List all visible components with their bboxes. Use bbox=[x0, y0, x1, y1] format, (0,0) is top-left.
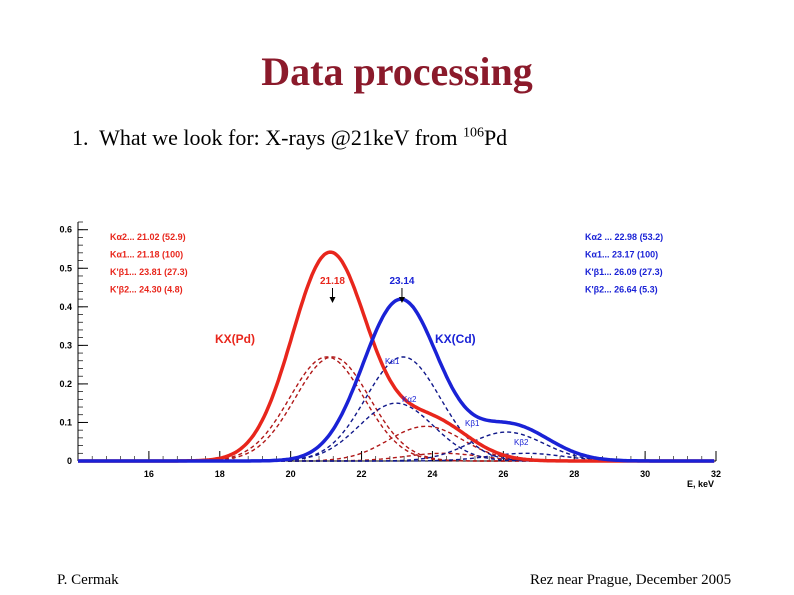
bullet-element: Pd bbox=[483, 125, 508, 150]
legend-right-entry: Kα2 ... 22.98 (53.2) bbox=[585, 232, 663, 242]
legend-right-entry: Kα1... 23.17 (100) bbox=[585, 250, 658, 260]
x-tick-label: 16 bbox=[144, 469, 154, 479]
sum-curves bbox=[78, 250, 715, 463]
legend-left-entry: K'β1... 23.81 (27.3) bbox=[110, 267, 188, 277]
legend-right-entry: K'β2... 26.64 (5.3) bbox=[585, 285, 658, 295]
x-axis-label: E, keV bbox=[687, 479, 714, 489]
y-tick-label: 0.1 bbox=[59, 417, 72, 427]
component-curve bbox=[78, 356, 715, 462]
peak-arrowhead bbox=[398, 297, 405, 303]
footer-author: P. Cermak bbox=[57, 572, 119, 588]
footer-venue: Rez near Prague, December 2005 bbox=[530, 572, 732, 588]
x-tick-label: 32 bbox=[711, 469, 721, 479]
sum-curve bbox=[78, 297, 715, 463]
slide-title: Data processing bbox=[261, 49, 533, 94]
y-tick-label: 0 bbox=[67, 456, 72, 466]
component-curve bbox=[78, 425, 715, 462]
component-curve bbox=[78, 356, 715, 462]
y-tick-label: 0.4 bbox=[59, 302, 72, 312]
peak-arrowhead bbox=[329, 297, 336, 303]
component-curve bbox=[78, 356, 715, 462]
legend-right-entry: K'β1... 26.09 (27.3) bbox=[585, 267, 663, 277]
cd-kb2-label: Kβ2 bbox=[514, 438, 529, 447]
legend-left-entry: Kα1... 21.18 (100) bbox=[110, 250, 183, 260]
y-tick-label: 0.3 bbox=[59, 340, 72, 350]
cd-kb1-label: Kβ1 bbox=[465, 419, 480, 428]
y-tick-label: 0.6 bbox=[59, 225, 72, 235]
x-tick-label: 22 bbox=[357, 469, 367, 479]
x-tick-label: 30 bbox=[640, 469, 650, 479]
cd-ka1-label: Kα1 bbox=[385, 357, 400, 366]
y-tick-label: 0.2 bbox=[59, 379, 72, 389]
cd-series-label: KX(Cd) bbox=[435, 332, 476, 346]
component-curve bbox=[78, 402, 715, 462]
cd-ka2-label: Kα2 bbox=[402, 395, 417, 404]
bullet-number: 1. bbox=[72, 125, 89, 150]
legend-left-entry: K'β2... 24.30 (4.8) bbox=[110, 285, 183, 295]
chart-labels: Kα2... 21.02 (52.9) Kα1... 21.18 (100) K'β… bbox=[110, 232, 663, 447]
chart-axes: 0 0.1 0.2 0.3 0.4 0.5 0.6 16 18 20 22 24 26 28 30 32E, … bbox=[59, 221, 721, 489]
peak-label: 23.14 bbox=[389, 276, 414, 287]
legend-left-entry: Kα2... 21.02 (52.9) bbox=[110, 232, 186, 242]
bullet-text: What we look for: X-rays @21keV from bbox=[99, 125, 463, 150]
x-tick-label: 26 bbox=[498, 469, 508, 479]
x-tick-label: 24 bbox=[427, 469, 437, 479]
bullet-item: 1. What we look for: X-rays @21keV from … bbox=[72, 125, 507, 151]
x-tick-label: 20 bbox=[286, 469, 296, 479]
y-tick-label: 0.5 bbox=[59, 263, 72, 273]
pd-series-label: KX(Pd) bbox=[215, 332, 255, 346]
bullet-isotope-mass: 106 bbox=[462, 125, 484, 141]
x-tick-label: 18 bbox=[215, 469, 225, 479]
component-curves bbox=[78, 356, 715, 462]
peak-label: 21.18 bbox=[320, 276, 345, 287]
x-tick-label: 28 bbox=[569, 469, 579, 479]
